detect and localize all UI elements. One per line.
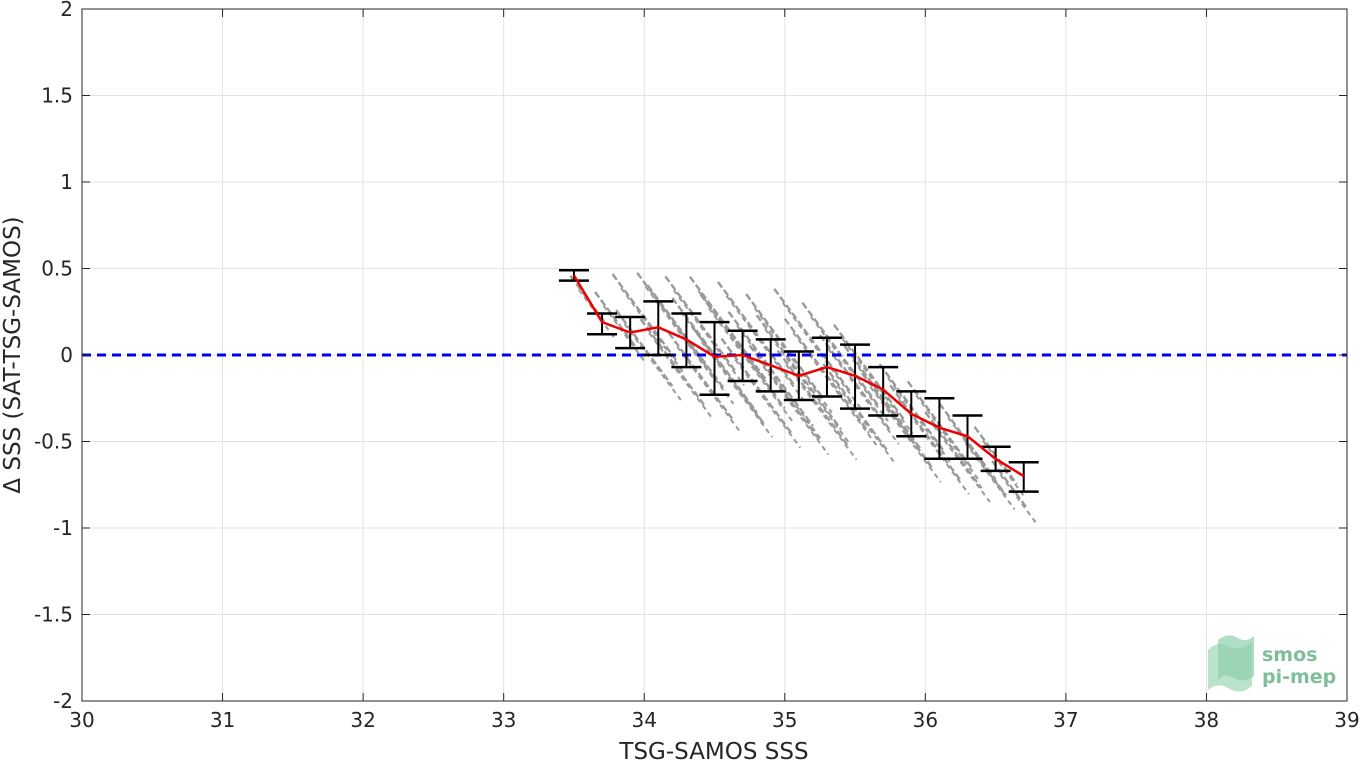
sample-streak (667, 332, 734, 420)
sample-streak (773, 288, 853, 395)
x-tick-label: 38 (1194, 708, 1219, 732)
x-tick-label: 37 (1053, 708, 1078, 732)
logo-text-pi-mep: pi-mep (1262, 666, 1336, 688)
x-axis-ticks: 30 31 32 33 34 35 36 37 38 39 (69, 9, 1360, 732)
y-tick-label: 0.5 (41, 257, 73, 281)
sample-streak (679, 311, 766, 427)
sample-streak (672, 289, 745, 386)
sample-streak (753, 307, 833, 414)
logo-text-smos: smos (1262, 644, 1317, 666)
y-tick-label: -1.5 (34, 603, 73, 627)
sample-streak (688, 276, 769, 383)
y-axis-ticks: -2 -1.5 -1 -0.5 0 0.5 1 1.5 2 (34, 0, 1347, 713)
sample-streak (736, 324, 823, 441)
x-tick-label: 33 (491, 708, 516, 732)
x-tick-label: 31 (210, 708, 235, 732)
sample-streak (655, 298, 735, 405)
sample-streak (764, 328, 851, 444)
y-tick-label: -0.5 (34, 430, 73, 454)
sample-streak (639, 318, 705, 406)
y-tick-label: 2 (60, 0, 73, 21)
sample-streak (809, 315, 889, 422)
sample-streak (792, 331, 879, 448)
sample-streak (745, 293, 825, 400)
sample-streak (602, 305, 647, 364)
y-axis-label: Δ SSS (SAT-TSG-SAMOS) (0, 216, 26, 493)
y-tick-label: 1.5 (41, 84, 73, 108)
sample-streak (938, 402, 997, 481)
error-bars (558, 268, 1039, 493)
sample-streak (708, 307, 795, 424)
x-axis-label: TSG-SAMOS SSS (618, 739, 808, 765)
y-tick-label: 0 (60, 343, 73, 367)
sample-streak (623, 323, 682, 401)
y-tick-label: -1 (53, 516, 73, 540)
smos-pi-mep-logo: smos pi-mep (1208, 635, 1336, 692)
sample-streak (725, 295, 805, 402)
sample-streak (982, 440, 1026, 499)
sample-streak (827, 348, 900, 445)
x-tick-label: 39 (1334, 708, 1359, 732)
sample-streak (594, 291, 639, 350)
x-tick-label: 34 (631, 708, 656, 732)
sample-streak (932, 425, 991, 503)
x-tick-label: 36 (913, 708, 938, 732)
sample-streak (955, 428, 1008, 497)
sample-streak (999, 474, 1037, 523)
sample-streak (717, 281, 797, 388)
y-tick-label: 1 (60, 170, 73, 194)
x-tick-label: 30 (69, 708, 94, 732)
x-tick-label: 35 (772, 708, 797, 732)
mean-line (572, 274, 1025, 478)
sample-streak (964, 442, 1016, 510)
x-tick-label: 32 (350, 708, 375, 732)
sample-streak (615, 309, 674, 387)
y-tick-label: -2 (53, 689, 73, 713)
